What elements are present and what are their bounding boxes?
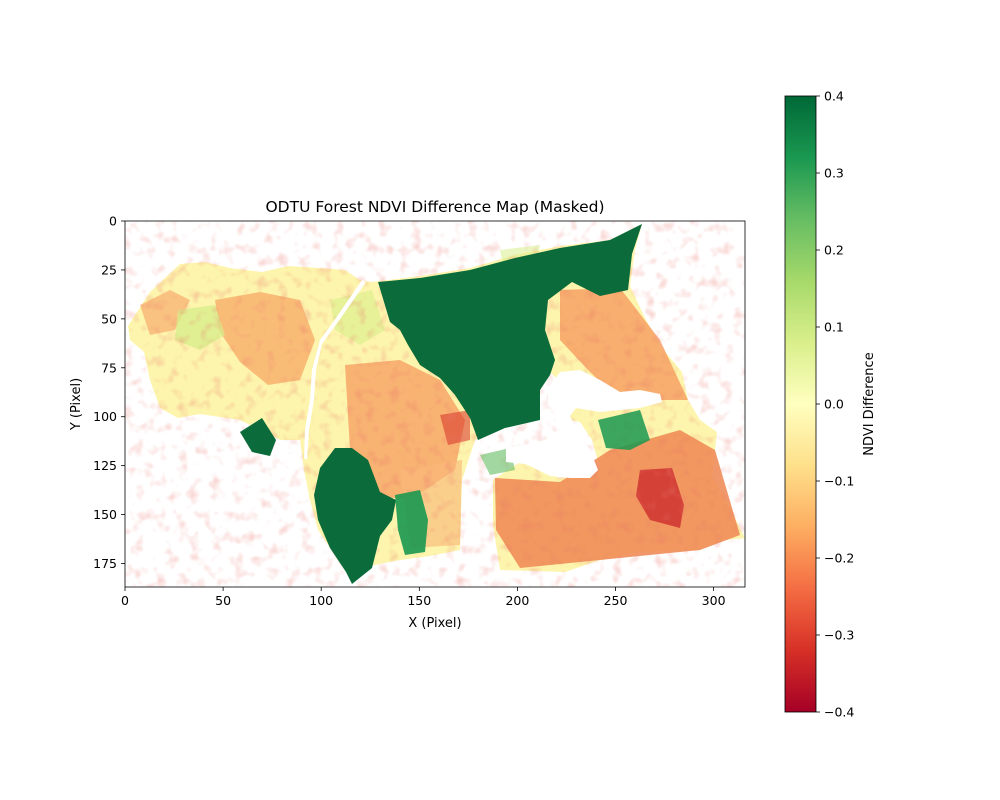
- colorbar-label: NDVI Difference: [862, 352, 877, 455]
- colorbar-tick-label: −0.4: [824, 705, 854, 720]
- x-tick-label: 300: [702, 593, 726, 608]
- colorbar-tick-label: 0.2: [824, 243, 844, 258]
- forest-southwest: [314, 448, 396, 584]
- x-tick-label: 200: [505, 593, 529, 608]
- x-axis-label: X (Pixel): [408, 616, 461, 631]
- y-tick-label: 100: [93, 409, 117, 424]
- y-tick-label: 50: [101, 311, 117, 326]
- colorbar-tick-label: −0.3: [824, 628, 854, 643]
- colorbar-ticks: 0.4 0.3 0.2 0.1 0.0 −0.1 −0.2 −0.3 −0.4: [816, 89, 854, 720]
- x-tick-label: 250: [604, 593, 628, 608]
- y-tick-label: 150: [93, 507, 117, 522]
- y-tick-label: 0: [109, 214, 117, 229]
- colorbar-tick-label: −0.1: [824, 474, 854, 489]
- y-axis: 0 25 50 75 100 125 150 175: [93, 214, 125, 571]
- forest-patch-1: [395, 490, 428, 555]
- cove-gap: [506, 370, 662, 478]
- y-tick-label: 75: [101, 360, 117, 375]
- colorbar-tick-label: 0.3: [824, 166, 844, 181]
- colorbar-tick-label: −0.2: [824, 551, 854, 566]
- y-tick-label: 125: [93, 458, 117, 473]
- forest-patch-2: [240, 418, 276, 456]
- map-title: ODTU Forest NDVI Difference Map (Masked): [265, 198, 604, 216]
- x-tick-label: 100: [309, 593, 333, 608]
- colorbar-tick-label: 0.1: [824, 320, 844, 335]
- plot-frame: [124, 220, 746, 588]
- y-tick-label: 175: [93, 556, 117, 571]
- colorbar-gradient: [784, 95, 817, 713]
- forest-patch-3: [598, 410, 650, 450]
- forest-northeast: [378, 224, 642, 440]
- y-axis-label: Y (Pixel): [69, 378, 84, 431]
- colorbar-tick-label: 0.4: [824, 89, 844, 104]
- map-image: [125, 221, 745, 587]
- y-tick-label: 25: [101, 262, 117, 277]
- colorbar-tick-label: 0.0: [824, 397, 844, 412]
- colorbar: 0.4 0.3 0.2 0.1 0.0 −0.1 −0.2 −0.3 −0.4 NDVI Dif…: [784, 89, 877, 720]
- x-tick-label: 150: [407, 593, 431, 608]
- x-tick-label: 50: [215, 593, 231, 608]
- x-tick-label: 0: [121, 593, 129, 608]
- x-axis: 0 50 100 150 200 250 300: [121, 587, 726, 608]
